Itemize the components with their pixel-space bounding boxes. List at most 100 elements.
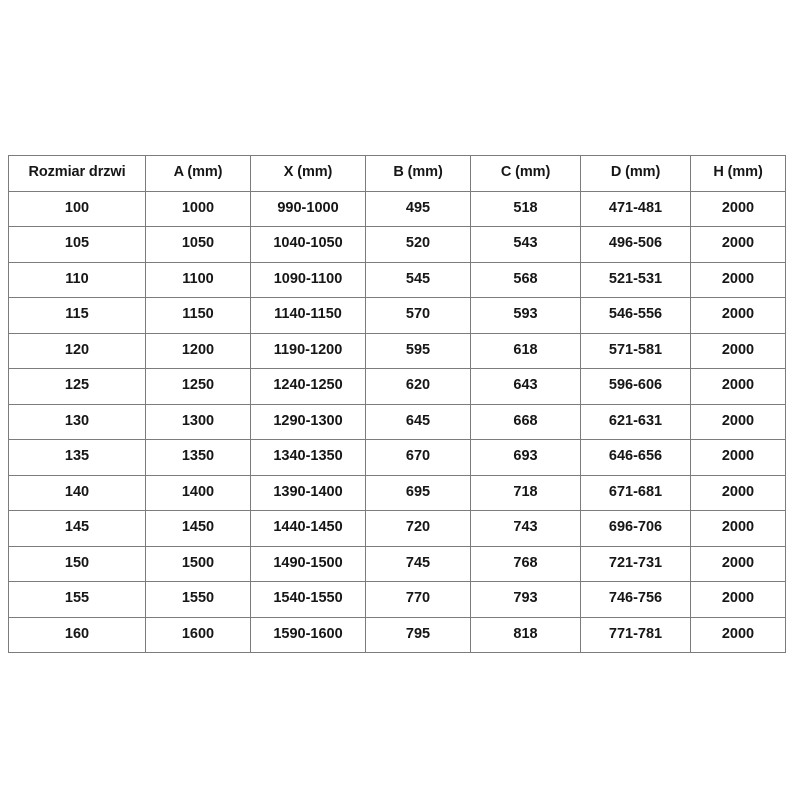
- table-cell: 2000: [690, 190, 786, 227]
- table-cell: 696-706: [580, 510, 691, 547]
- table-cell: 2000: [690, 297, 786, 334]
- column-header-rozmiar-drzwi: Rozmiar drzwi: [8, 155, 146, 192]
- table-cell: 2000: [690, 332, 786, 369]
- cell-door-size: 110: [8, 261, 146, 298]
- table-cell: 618: [470, 332, 581, 369]
- table-cell: 2000: [690, 545, 786, 582]
- table-cell: 771-781: [580, 616, 691, 653]
- table-row: 110 1100 1090-1100 545 568 521-531 2000: [8, 261, 786, 298]
- cell-door-size: 140: [8, 474, 146, 511]
- table-row: 130 1300 1290-1300 645 668 621-631 2000: [8, 403, 786, 440]
- cell-door-size: 155: [8, 581, 146, 618]
- table-cell: 496-506: [580, 226, 691, 263]
- cell-door-size: 160: [8, 616, 146, 653]
- table-cell: 521-531: [580, 261, 691, 298]
- table-cell: 795: [365, 616, 471, 653]
- table-cell: 1090-1100: [250, 261, 366, 298]
- table-cell: 646-656: [580, 439, 691, 476]
- table-cell: 570: [365, 297, 471, 334]
- table-cell: 1350: [145, 439, 251, 476]
- table-cell: 2000: [690, 616, 786, 653]
- table-row: 135 1350 1340-1350 670 693 646-656 2000: [8, 439, 786, 476]
- table-cell: 2000: [690, 581, 786, 618]
- table-cell: 990-1000: [250, 190, 366, 227]
- table-cell: 568: [470, 261, 581, 298]
- table-cell: 543: [470, 226, 581, 263]
- table-cell: 2000: [690, 261, 786, 298]
- table-cell: 1000: [145, 190, 251, 227]
- table-cell: 645: [365, 403, 471, 440]
- cell-door-size: 100: [8, 190, 146, 227]
- table-row: 120 1200 1190-1200 595 618 571-581 2000: [8, 332, 786, 369]
- table-cell: 546-556: [580, 297, 691, 334]
- table-row: 155 1550 1540-1550 770 793 746-756 2000: [8, 581, 786, 618]
- table-cell: 1050: [145, 226, 251, 263]
- table-cell: 720: [365, 510, 471, 547]
- table-row: 125 1250 1240-1250 620 643 596-606 2000: [8, 368, 786, 405]
- table-cell: 1540-1550: [250, 581, 366, 618]
- table-cell: 1500: [145, 545, 251, 582]
- table-cell: 1590-1600: [250, 616, 366, 653]
- table-header: Rozmiar drzwi A (mm) X (mm) B (mm) C (mm…: [8, 155, 786, 192]
- table-cell: 1550: [145, 581, 251, 618]
- table-cell: 668: [470, 403, 581, 440]
- table-cell: 793: [470, 581, 581, 618]
- column-header-h: H (mm): [690, 155, 786, 192]
- table-cell: 721-731: [580, 545, 691, 582]
- table-cell: 745: [365, 545, 471, 582]
- cell-door-size: 150: [8, 545, 146, 582]
- table-cell: 1140-1150: [250, 297, 366, 334]
- table-cell: 1490-1500: [250, 545, 366, 582]
- table-cell: 746-756: [580, 581, 691, 618]
- cell-door-size: 130: [8, 403, 146, 440]
- table-cell: 768: [470, 545, 581, 582]
- cell-door-size: 115: [8, 297, 146, 334]
- table-cell: 1250: [145, 368, 251, 405]
- table-row: 160 1600 1590-1600 795 818 771-781 2000: [8, 616, 786, 653]
- table-cell: 695: [365, 474, 471, 511]
- table-cell: 620: [365, 368, 471, 405]
- table-cell: 670: [365, 439, 471, 476]
- table-cell: 1390-1400: [250, 474, 366, 511]
- cell-door-size: 125: [8, 368, 146, 405]
- table-cell: 818: [470, 616, 581, 653]
- table-cell: 1240-1250: [250, 368, 366, 405]
- table-cell: 2000: [690, 403, 786, 440]
- table-cell: 593: [470, 297, 581, 334]
- table-row: 105 1050 1040-1050 520 543 496-506 2000: [8, 226, 786, 263]
- column-header-d: D (mm): [580, 155, 691, 192]
- table-cell: 2000: [690, 368, 786, 405]
- table-cell: 520: [365, 226, 471, 263]
- table-cell: 643: [470, 368, 581, 405]
- table-cell: 1100: [145, 261, 251, 298]
- table-row: 145 1450 1440-1450 720 743 696-706 2000: [8, 510, 786, 547]
- table-cell: 1600: [145, 616, 251, 653]
- table-cell: 518: [470, 190, 581, 227]
- table-cell: 770: [365, 581, 471, 618]
- cell-door-size: 120: [8, 332, 146, 369]
- table-cell: 743: [470, 510, 581, 547]
- cell-door-size: 105: [8, 226, 146, 263]
- table-row: 150 1500 1490-1500 745 768 721-731 2000: [8, 545, 786, 582]
- table-cell: 571-581: [580, 332, 691, 369]
- table-cell: 471-481: [580, 190, 691, 227]
- table-cell: 718: [470, 474, 581, 511]
- table-cell: 1040-1050: [250, 226, 366, 263]
- table-header-row: Rozmiar drzwi A (mm) X (mm) B (mm) C (mm…: [8, 155, 786, 192]
- table-cell: 545: [365, 261, 471, 298]
- cell-door-size: 135: [8, 439, 146, 476]
- column-header-x: X (mm): [250, 155, 366, 192]
- table-cell: 693: [470, 439, 581, 476]
- cell-door-size: 145: [8, 510, 146, 547]
- table-row: 100 1000 990-1000 495 518 471-481 2000: [8, 190, 786, 227]
- table-cell: 1290-1300: [250, 403, 366, 440]
- table-cell: 671-681: [580, 474, 691, 511]
- table-cell: 2000: [690, 226, 786, 263]
- table-cell: 596-606: [580, 368, 691, 405]
- table-cell: 1400: [145, 474, 251, 511]
- table-cell: 595: [365, 332, 471, 369]
- door-size-table-container: Rozmiar drzwi A (mm) X (mm) B (mm) C (mm…: [8, 155, 786, 653]
- column-header-b: B (mm): [365, 155, 471, 192]
- door-dimensions-table: Rozmiar drzwi A (mm) X (mm) B (mm) C (mm…: [8, 155, 786, 653]
